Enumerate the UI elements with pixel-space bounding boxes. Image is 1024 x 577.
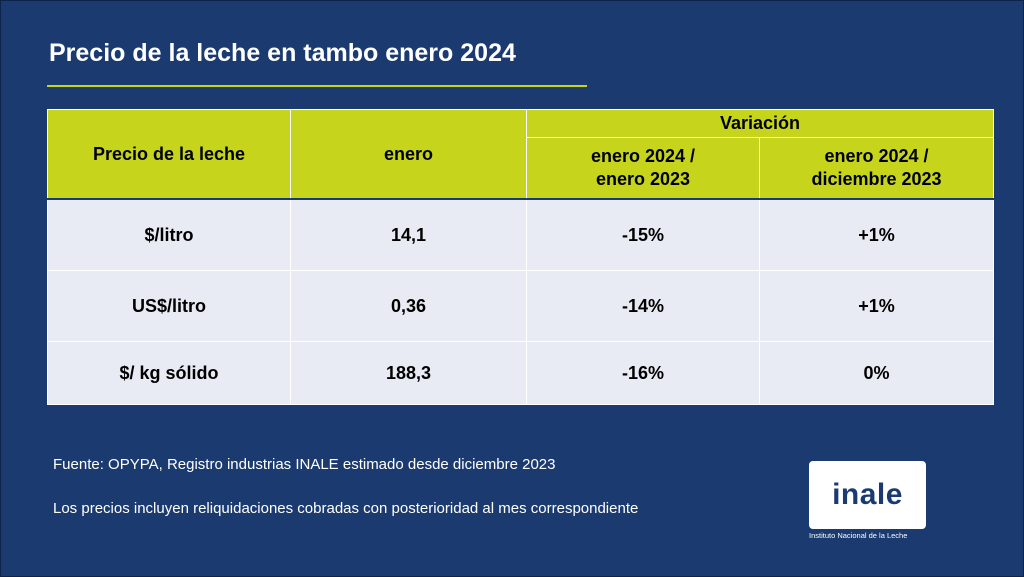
table-row: US$/litro 0,36 -14% +1% <box>47 270 995 342</box>
row-var-year: -15% <box>526 199 760 271</box>
header-row: Precio de la leche enero Variación <box>47 109 995 200</box>
row-var-year: -14% <box>526 270 760 342</box>
header-var-year-line2: enero 2023 <box>595 169 691 189</box>
header-var-month-line2: diciembre 2023 <box>811 169 942 189</box>
row-var-month: +1% <box>758 199 995 271</box>
row-value: 188,3 <box>290 341 527 405</box>
row-label: US$/litro <box>47 270 291 342</box>
header-var-month-line1: enero 2024 / <box>824 146 929 166</box>
row-value: 0,36 <box>290 270 527 342</box>
table-row: $/ kg sólido 188,3 -16% 0% <box>47 341 995 405</box>
row-var-year: -16% <box>526 341 760 405</box>
row-label: $/ kg sólido <box>47 341 291 405</box>
page-title: Precio de la leche en tambo enero 2024 <box>49 39 516 67</box>
header-var-month: enero 2024 / diciembre 2023 <box>758 137 995 200</box>
row-label: $/litro <box>47 199 291 271</box>
title-underline <box>47 85 587 87</box>
logo-caption: Instituto Nacional de la Leche <box>809 531 908 540</box>
table-row: $/litro 14,1 -15% +1% <box>47 199 995 271</box>
header-subrow: enero 2024 / enero 2023 enero 2024 / dic… <box>48 137 995 200</box>
inale-logo: inale <box>809 461 926 529</box>
header-month: enero <box>290 109 527 200</box>
header-var-year-line1: enero 2024 / <box>590 146 696 166</box>
row-value: 14,1 <box>290 199 527 271</box>
logo-wordmark: inale <box>832 478 903 511</box>
disclaimer-note: Los precios incluyen reliquidaciones cob… <box>53 500 639 517</box>
header-price: Precio de la leche <box>47 109 291 200</box>
header-variation: Variación <box>525 109 995 138</box>
row-var-month: 0% <box>758 341 995 405</box>
source-note: Fuente: OPYPA, Registro industrias INALE… <box>53 456 556 473</box>
price-table: Precio de la leche enero Variación enero… <box>47 109 995 405</box>
row-var-month: +1% <box>758 270 995 342</box>
header-var-year: enero 2024 / enero 2023 <box>526 137 760 200</box>
